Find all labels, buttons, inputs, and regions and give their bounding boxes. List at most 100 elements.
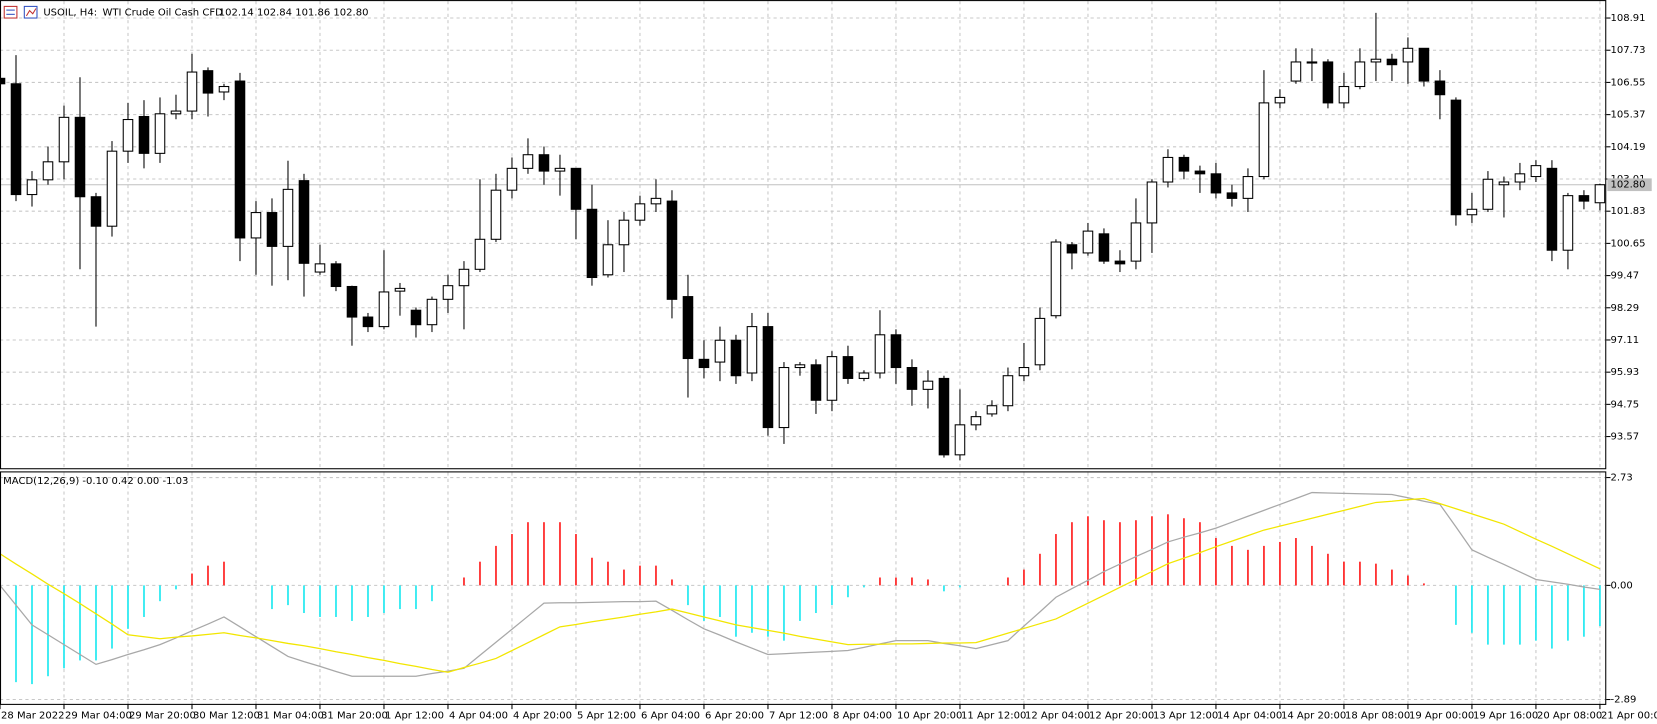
candle-body bbox=[874, 334, 886, 374]
candle-body bbox=[1594, 184, 1606, 204]
candle-body bbox=[1402, 47, 1414, 63]
candle-body bbox=[570, 167, 582, 210]
candle-body bbox=[714, 339, 726, 363]
x-tick-label: 28 Mar 2022 bbox=[1, 710, 65, 721]
candle-body bbox=[314, 263, 326, 273]
candle-body bbox=[1306, 61, 1318, 64]
y-tick-label: 107.73 bbox=[1611, 45, 1646, 56]
candle-body bbox=[1130, 222, 1142, 262]
candle-body bbox=[1290, 61, 1302, 82]
candle-body bbox=[826, 356, 838, 401]
candle-body bbox=[1322, 61, 1334, 104]
x-tick-label: 8 Apr 04:00 bbox=[833, 710, 892, 721]
candle-body bbox=[1466, 208, 1478, 216]
x-tick-label: 12 Apr 20:00 bbox=[1089, 710, 1154, 721]
candle-body bbox=[1498, 181, 1510, 186]
x-tick-label: 31 Mar 04:00 bbox=[257, 710, 324, 721]
candle-body bbox=[74, 116, 86, 198]
x-tick-label: 29 Mar 20:00 bbox=[129, 710, 196, 721]
last-price-box bbox=[1607, 178, 1652, 192]
candle-body bbox=[538, 154, 550, 172]
candle-body bbox=[1162, 156, 1174, 183]
x-tick-label: 4 Apr 04:00 bbox=[449, 710, 508, 721]
x-tick-label: 10 Apr 20:00 bbox=[897, 710, 962, 721]
x-tick-label: 7 Apr 12:00 bbox=[769, 710, 828, 721]
candle-body bbox=[154, 113, 166, 154]
x-tick-label: 5 Apr 12:00 bbox=[577, 710, 636, 721]
candle-body bbox=[170, 110, 182, 115]
candle-body bbox=[618, 219, 630, 246]
candle-body bbox=[378, 291, 390, 328]
candle-body bbox=[954, 424, 966, 456]
candle-body bbox=[1002, 375, 1014, 407]
candle-body bbox=[42, 161, 54, 181]
y-tick-label: -2.89 bbox=[1611, 695, 1637, 706]
candle-body bbox=[1482, 178, 1494, 210]
x-tick-label: 18 Apr 08:00 bbox=[1345, 710, 1410, 721]
candle-body bbox=[330, 263, 342, 288]
x-tick-label: 14 Apr 20:00 bbox=[1281, 710, 1346, 721]
symbol-description: WTI Crude Oil Cash CFD bbox=[103, 8, 224, 19]
candle-body bbox=[266, 212, 278, 247]
candle-body bbox=[490, 189, 502, 240]
y-tick-label: 106.55 bbox=[1611, 77, 1646, 88]
candle-body bbox=[970, 416, 982, 426]
y-tick-label: 100.65 bbox=[1611, 238, 1646, 249]
candle-body bbox=[1370, 58, 1382, 63]
candle-body bbox=[458, 268, 470, 287]
candle-body bbox=[858, 372, 870, 379]
y-tick-label: 99.47 bbox=[1611, 271, 1640, 282]
candle-body bbox=[1434, 80, 1446, 96]
x-tick-label: 14 Apr 04:00 bbox=[1217, 710, 1282, 721]
candle-body bbox=[794, 364, 806, 369]
candle-body bbox=[394, 287, 406, 292]
candle-body bbox=[890, 334, 902, 369]
candle-body bbox=[122, 118, 134, 152]
x-tick-label: 20 Apr 08:00 bbox=[1537, 710, 1602, 721]
candle-body bbox=[1194, 170, 1206, 175]
candle-body bbox=[250, 212, 262, 239]
symbol-title: USOIL, H4: bbox=[43, 8, 97, 19]
candle-body bbox=[26, 179, 38, 196]
y-tick-label: 93.57 bbox=[1611, 432, 1640, 443]
candle-body bbox=[202, 70, 214, 94]
candle-body bbox=[554, 167, 566, 172]
indicator-line bbox=[0, 491, 1601, 677]
candle-body bbox=[346, 285, 358, 318]
x-tick-label: 11 Apr 12:00 bbox=[961, 710, 1026, 721]
candle-body bbox=[282, 188, 294, 247]
candle-body bbox=[90, 196, 102, 227]
x-tick-label: 19 Apr 00:00 bbox=[1409, 710, 1474, 721]
candle-body bbox=[506, 167, 518, 191]
candle-body bbox=[1098, 233, 1110, 262]
candle-body bbox=[1050, 241, 1062, 317]
candle-body bbox=[138, 115, 150, 154]
candle-body bbox=[730, 339, 742, 377]
candle-body bbox=[1274, 96, 1286, 104]
candle-body bbox=[1034, 317, 1046, 366]
candle-body bbox=[106, 150, 118, 227]
candle-body bbox=[58, 116, 70, 163]
candle-body bbox=[0, 77, 6, 85]
last-price-label: 102.80 bbox=[1611, 180, 1646, 191]
candle-body bbox=[842, 356, 854, 379]
candle-body bbox=[474, 238, 486, 270]
candle-body bbox=[1338, 85, 1350, 104]
candle-body bbox=[682, 296, 694, 360]
candle-body bbox=[186, 71, 198, 112]
candle-body bbox=[906, 367, 918, 390]
y-tick-label: 0.00 bbox=[1611, 580, 1633, 591]
x-tick-label: 13 Apr 12:00 bbox=[1153, 710, 1218, 721]
candle-body bbox=[666, 200, 678, 300]
y-tick-label: 104.19 bbox=[1611, 142, 1646, 153]
y-tick-label: 98.29 bbox=[1611, 303, 1640, 314]
candle-body bbox=[1210, 173, 1222, 194]
candle-body bbox=[1178, 156, 1190, 172]
grid-layer bbox=[0, 1, 1607, 704]
candle-body bbox=[1018, 367, 1030, 377]
candle-body bbox=[602, 244, 614, 276]
candle-body bbox=[586, 208, 598, 279]
candle-body bbox=[522, 154, 534, 169]
candle-body bbox=[1226, 192, 1238, 199]
